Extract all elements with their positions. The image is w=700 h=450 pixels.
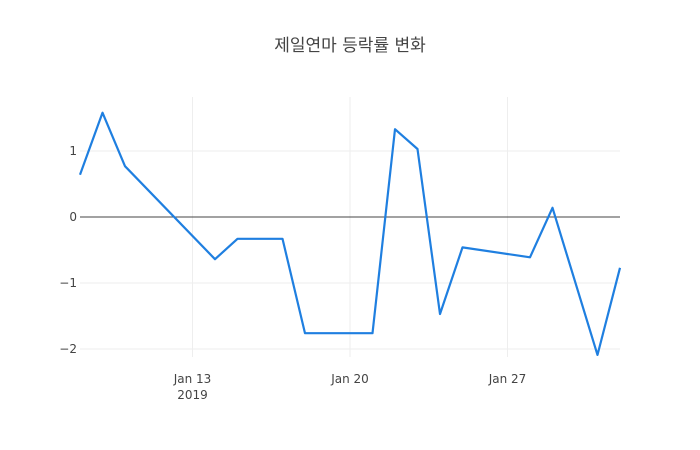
x-tick-label: Jan 27	[488, 372, 527, 386]
y-tick-label: −1	[59, 276, 77, 290]
x-tick-label: Jan 13	[173, 372, 212, 386]
y-tick-label: 1	[69, 144, 77, 158]
grid-lines	[80, 97, 620, 357]
chart-title: 제일연마 등락률 변화	[274, 36, 426, 56]
y-tick-label: 0	[69, 210, 77, 224]
x-tick-year-label: 2019	[177, 388, 208, 402]
series-line	[78, 111, 622, 356]
y-axis-ticks: 1 0 −1 −2	[59, 144, 77, 356]
x-axis-ticks: Jan 13 2019 Jan 20 Jan 27	[173, 372, 527, 402]
y-tick-label: −2	[59, 342, 77, 356]
x-tick-label: Jan 20	[330, 372, 369, 386]
